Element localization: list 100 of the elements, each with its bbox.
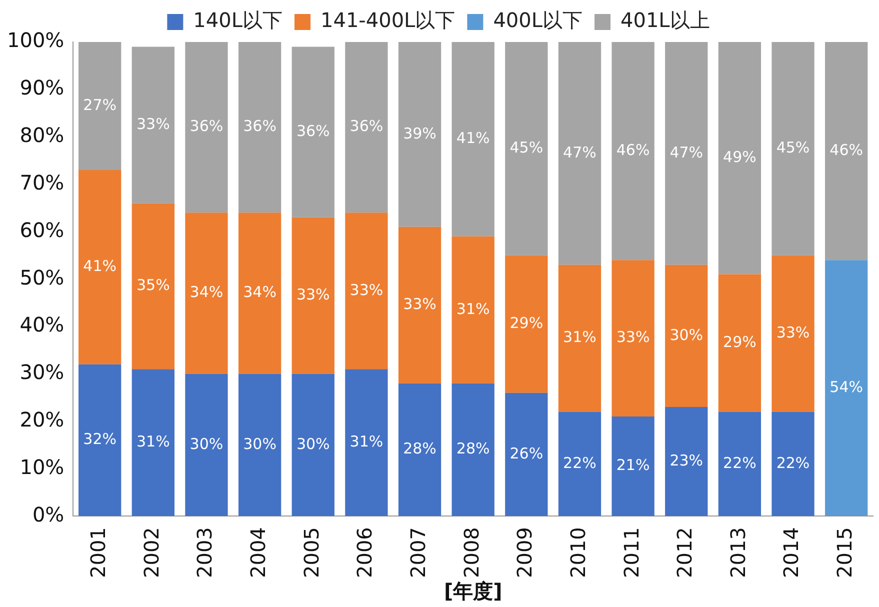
y-tick-label: 10%: [20, 454, 64, 479]
bar: [772, 255, 814, 412]
data-label: 30%: [190, 434, 224, 453]
data-label: 47%: [563, 143, 596, 162]
x-tick-label: 2002: [139, 527, 164, 578]
bar: [612, 42, 654, 260]
bar: [505, 42, 548, 256]
data-label: 28%: [403, 440, 436, 458]
data-label: 22%: [723, 454, 756, 472]
data-label: 22%: [776, 454, 810, 472]
bar: [398, 226, 442, 384]
bar: [238, 212, 282, 374]
x-tick-label: 2007: [406, 527, 430, 578]
x-tick-label: 2011: [619, 527, 644, 578]
bar: [665, 264, 708, 408]
data-label: 39%: [403, 124, 436, 142]
data-label: 21%: [616, 456, 650, 474]
bar: [558, 412, 602, 516]
data-label: 29%: [510, 314, 544, 332]
y-tick-label: 50%: [20, 265, 64, 290]
data-label: 36%: [243, 117, 276, 136]
data-label: 36%: [350, 117, 384, 136]
data-label: 35%: [136, 276, 170, 294]
data-label: 30%: [670, 326, 704, 344]
data-label: 47%: [670, 143, 704, 162]
data-label: 23%: [670, 451, 704, 470]
x-tick-label: 2009: [512, 527, 537, 578]
bar: [665, 407, 708, 516]
bar: [665, 42, 708, 265]
bar: [345, 212, 388, 370]
data-label: 33%: [403, 295, 436, 314]
legend-label: 140L以下: [193, 8, 282, 32]
bar: [612, 416, 654, 516]
x-tick-label: 2003: [192, 527, 217, 578]
data-label: 36%: [296, 122, 330, 140]
bar: [718, 274, 762, 412]
bar: [452, 42, 494, 236]
y-tick-label: 90%: [20, 76, 64, 100]
y-tick-label: 40%: [20, 312, 64, 337]
bar: [185, 374, 228, 516]
bar: [292, 46, 334, 218]
data-label: 33%: [350, 280, 384, 299]
legend-label: 141-400L以下: [320, 8, 456, 32]
data-label: 46%: [830, 140, 864, 159]
data-label: 32%: [83, 430, 117, 448]
bar: [132, 203, 174, 370]
y-tick-label: 100%: [6, 28, 64, 52]
data-label: 41%: [456, 129, 490, 148]
bar: [238, 374, 282, 516]
data-label: 49%: [723, 148, 756, 166]
y-tick-label: 0%: [32, 502, 64, 526]
legend-label: 401L以上: [620, 8, 710, 32]
x-tick-label: 2010: [566, 527, 590, 578]
legend-label: 400L以下: [493, 8, 583, 32]
data-label: 30%: [296, 434, 330, 453]
x-tick-label: 2008: [459, 527, 484, 578]
data-label: 28%: [456, 440, 490, 458]
x-tick-label: 2006: [352, 527, 377, 578]
data-label: 33%: [296, 286, 330, 304]
data-label: 36%: [190, 117, 224, 136]
x-axis-title: [年度]: [444, 579, 502, 604]
data-label: 29%: [723, 332, 756, 351]
bar: [78, 170, 122, 364]
y-tick-label: 20%: [20, 407, 64, 432]
bar: [772, 412, 814, 516]
x-tick-label: 2012: [672, 527, 697, 578]
x-tick-label: 2005: [299, 527, 324, 578]
bar: [558, 42, 602, 265]
data-label: 30%: [243, 434, 276, 453]
data-label: 45%: [510, 138, 544, 157]
bar: [132, 369, 174, 516]
data-label: 31%: [563, 328, 596, 346]
data-label: 33%: [616, 328, 650, 346]
x-tick-label: 2015: [832, 527, 857, 578]
data-label: 27%: [83, 96, 117, 114]
bar: [452, 383, 494, 516]
x-tick-label: 2013: [726, 527, 750, 578]
bar: [825, 260, 868, 516]
y-tick-label: 80%: [20, 123, 64, 148]
data-label: 45%: [776, 138, 810, 157]
data-label: 34%: [243, 283, 276, 302]
bar: [345, 42, 388, 213]
bar: [558, 264, 602, 412]
bar: [132, 46, 174, 204]
bar: [612, 260, 654, 417]
bar: [78, 364, 122, 516]
bar: [185, 42, 228, 213]
bar: [718, 412, 762, 516]
data-label: 46%: [616, 140, 650, 159]
data-label: 41%: [83, 257, 117, 276]
bar: [78, 42, 122, 170]
bar: [398, 383, 442, 516]
y-tick-label: 30%: [20, 360, 64, 384]
bar: [398, 42, 442, 227]
bar: [505, 255, 548, 393]
bar: [238, 42, 282, 213]
data-label: 31%: [136, 432, 170, 451]
data-label: 34%: [190, 283, 224, 302]
data-label: 54%: [830, 378, 864, 396]
data-label: 33%: [776, 323, 810, 342]
